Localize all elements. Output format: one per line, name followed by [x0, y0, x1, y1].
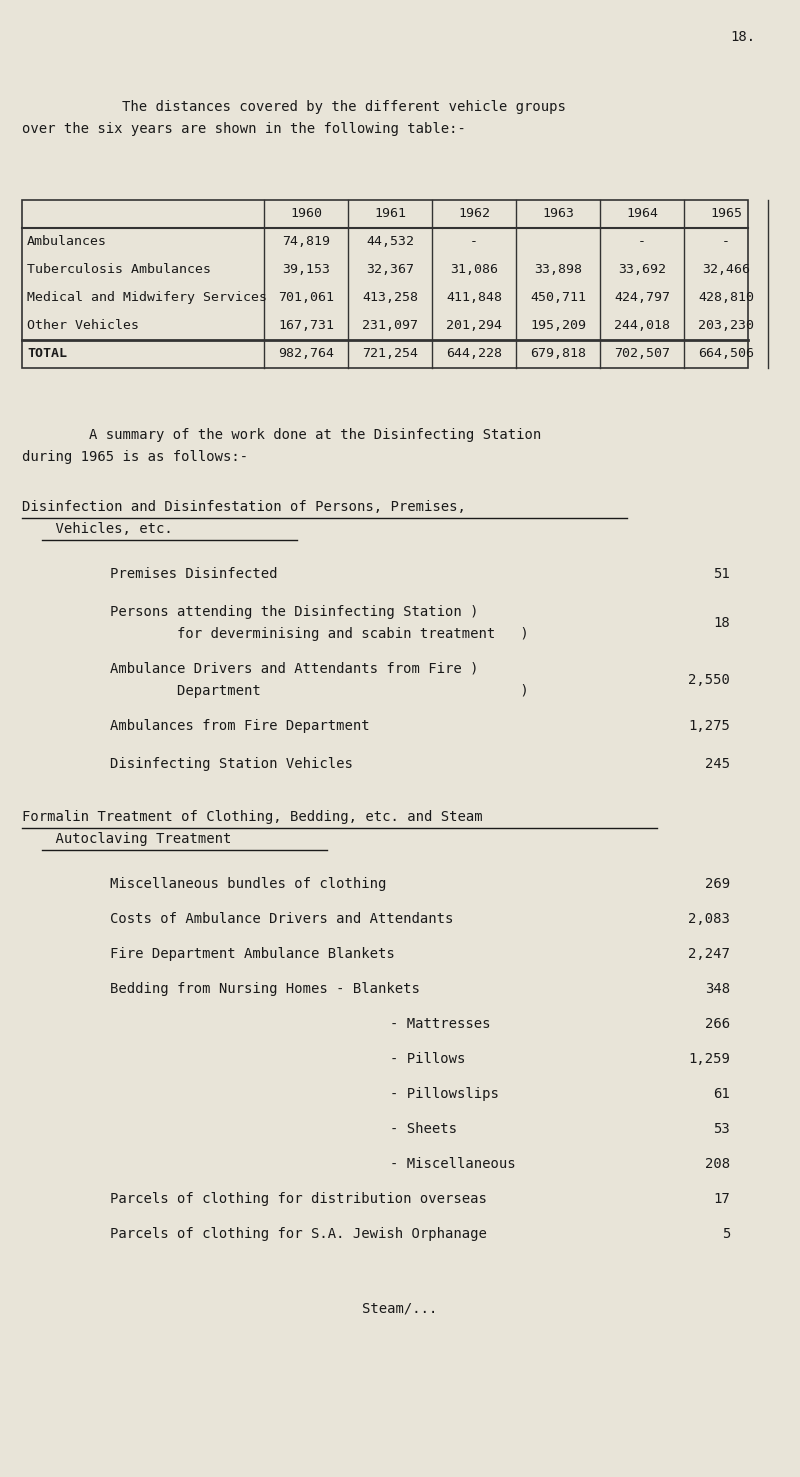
Text: - Mattresses: - Mattresses — [390, 1018, 490, 1031]
Text: 1964: 1964 — [626, 207, 658, 220]
Text: 1,275: 1,275 — [688, 719, 730, 733]
Text: over the six years are shown in the following table:-: over the six years are shown in the foll… — [22, 123, 466, 136]
Text: Autoclaving Treatment: Autoclaving Treatment — [22, 832, 231, 846]
Text: A summary of the work done at the Disinfecting Station: A summary of the work done at the Disinf… — [22, 428, 542, 442]
Text: - Sheets: - Sheets — [390, 1123, 457, 1136]
Text: 17: 17 — [714, 1192, 730, 1207]
Text: Tuberculosis Ambulances: Tuberculosis Ambulances — [27, 263, 211, 276]
Text: 51: 51 — [714, 567, 730, 580]
Text: 39,153: 39,153 — [282, 263, 330, 276]
Text: 33,692: 33,692 — [618, 263, 666, 276]
Text: Persons attending the Disinfecting Station ): Persons attending the Disinfecting Stati… — [110, 606, 478, 619]
Text: 1960: 1960 — [290, 207, 322, 220]
Text: - Pillowslips: - Pillowslips — [390, 1087, 499, 1100]
Text: 411,848: 411,848 — [446, 291, 502, 304]
Text: Disinfecting Station Vehicles: Disinfecting Station Vehicles — [110, 758, 353, 771]
Text: 701,061: 701,061 — [278, 291, 334, 304]
Text: 31,086: 31,086 — [450, 263, 498, 276]
Text: 32,367: 32,367 — [366, 263, 414, 276]
Text: 679,818: 679,818 — [530, 347, 586, 360]
Bar — [22, 199, 748, 368]
Text: The distances covered by the different vehicle groups: The distances covered by the different v… — [55, 100, 566, 114]
Text: 702,507: 702,507 — [614, 347, 670, 360]
Text: 1962: 1962 — [458, 207, 490, 220]
Text: 348: 348 — [705, 982, 730, 995]
Text: Disinfection and Disinfestation of Persons, Premises,: Disinfection and Disinfestation of Perso… — [22, 501, 466, 514]
Text: 721,254: 721,254 — [362, 347, 418, 360]
Text: Ambulance Drivers and Attendants from Fire ): Ambulance Drivers and Attendants from Fi… — [110, 662, 478, 676]
Text: TOTAL: TOTAL — [27, 347, 67, 360]
Text: 1965: 1965 — [710, 207, 742, 220]
Text: -: - — [722, 235, 730, 248]
Text: Parcels of clothing for S.A. Jewish Orphanage: Parcels of clothing for S.A. Jewish Orph… — [110, 1227, 487, 1241]
Text: 245: 245 — [705, 758, 730, 771]
Text: Medical and Midwifery Services: Medical and Midwifery Services — [27, 291, 267, 304]
Text: 33,898: 33,898 — [534, 263, 582, 276]
Text: during 1965 is as follows:-: during 1965 is as follows:- — [22, 450, 248, 464]
Text: 32,466: 32,466 — [702, 263, 750, 276]
Text: -: - — [470, 235, 478, 248]
Text: Ambulances from Fire Department: Ambulances from Fire Department — [110, 719, 370, 733]
Text: 664,506: 664,506 — [698, 347, 754, 360]
Text: Ambulances: Ambulances — [27, 235, 107, 248]
Text: Premises Disinfected: Premises Disinfected — [110, 567, 278, 580]
Text: Fire Department Ambulance Blankets: Fire Department Ambulance Blankets — [110, 947, 394, 962]
Text: 1961: 1961 — [374, 207, 406, 220]
Text: 2,247: 2,247 — [688, 947, 730, 962]
Text: 450,711: 450,711 — [530, 291, 586, 304]
Text: 195,209: 195,209 — [530, 319, 586, 332]
Text: 61: 61 — [714, 1087, 730, 1100]
Text: 18: 18 — [714, 616, 730, 631]
Text: 53: 53 — [714, 1123, 730, 1136]
Text: 428,810: 428,810 — [698, 291, 754, 304]
Text: Bedding from Nursing Homes - Blankets: Bedding from Nursing Homes - Blankets — [110, 982, 420, 995]
Text: 44,532: 44,532 — [366, 235, 414, 248]
Text: 982,764: 982,764 — [278, 347, 334, 360]
Text: 413,258: 413,258 — [362, 291, 418, 304]
Text: - Pillows: - Pillows — [390, 1052, 466, 1066]
Text: Miscellaneous bundles of clothing: Miscellaneous bundles of clothing — [110, 877, 386, 891]
Text: 269: 269 — [705, 877, 730, 891]
Text: 167,731: 167,731 — [278, 319, 334, 332]
Text: 424,797: 424,797 — [614, 291, 670, 304]
Text: 203,230: 203,230 — [698, 319, 754, 332]
Text: 1963: 1963 — [542, 207, 574, 220]
Text: 5: 5 — [722, 1227, 730, 1241]
Text: 2,083: 2,083 — [688, 911, 730, 926]
Text: 231,097: 231,097 — [362, 319, 418, 332]
Text: 208: 208 — [705, 1156, 730, 1171]
Text: Vehicles, etc.: Vehicles, etc. — [22, 521, 173, 536]
Text: 1,259: 1,259 — [688, 1052, 730, 1066]
Text: Parcels of clothing for distribution overseas: Parcels of clothing for distribution ove… — [110, 1192, 487, 1207]
Text: Steam/...: Steam/... — [362, 1303, 438, 1316]
Text: 2,550: 2,550 — [688, 674, 730, 687]
Text: Other Vehicles: Other Vehicles — [27, 319, 139, 332]
Text: 244,018: 244,018 — [614, 319, 670, 332]
Text: 201,294: 201,294 — [446, 319, 502, 332]
Text: Costs of Ambulance Drivers and Attendants: Costs of Ambulance Drivers and Attendant… — [110, 911, 454, 926]
Text: for deverminising and scabin treatment   ): for deverminising and scabin treatment ) — [110, 628, 529, 641]
Text: 74,819: 74,819 — [282, 235, 330, 248]
Text: 266: 266 — [705, 1018, 730, 1031]
Text: Department                               ): Department ) — [110, 684, 529, 699]
Text: -: - — [638, 235, 646, 248]
Text: 18.: 18. — [730, 30, 755, 44]
Text: Formalin Treatment of Clothing, Bedding, etc. and Steam: Formalin Treatment of Clothing, Bedding,… — [22, 809, 482, 824]
Text: 644,228: 644,228 — [446, 347, 502, 360]
Text: - Miscellaneous: - Miscellaneous — [390, 1156, 516, 1171]
